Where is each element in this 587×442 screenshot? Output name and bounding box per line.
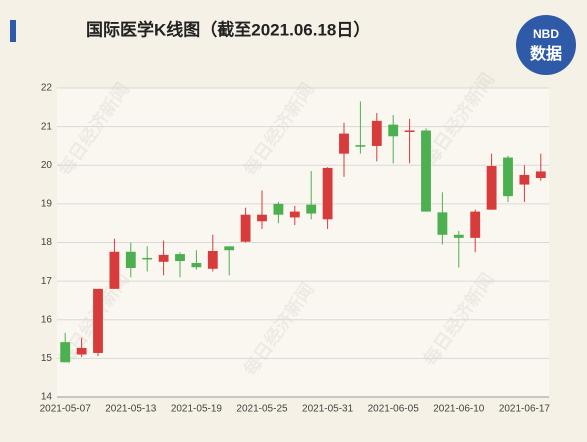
x-tick-label: 2021-06-05: [368, 404, 420, 415]
logo-text: 数据: [530, 44, 562, 63]
candle-body: [257, 214, 267, 222]
y-tick-label: 19: [41, 199, 53, 210]
candle-body: [109, 251, 120, 289]
candle-body: [93, 288, 103, 353]
x-tick-label: 2021-06-17: [499, 404, 551, 415]
candle-body: [191, 262, 202, 268]
y-tick-label: 17: [41, 276, 53, 287]
candle-body: [142, 257, 153, 260]
candle-body: [273, 203, 284, 215]
candle-body: [486, 166, 497, 210]
logo-text: NBD: [533, 27, 559, 41]
y-tick-label: 14: [41, 392, 53, 403]
candle-body: [535, 171, 546, 178]
candle-body: [355, 145, 366, 147]
y-tick-label: 16: [41, 314, 53, 325]
y-tick-label: 21: [41, 121, 53, 132]
candle-body: [240, 214, 251, 242]
x-tick-label: 2021-05-07: [40, 404, 92, 415]
candle-body: [306, 204, 317, 214]
candle-body: [125, 251, 136, 268]
x-tick-label: 2021-06-10: [433, 404, 485, 415]
candle-body: [224, 246, 235, 251]
candle-body: [289, 211, 300, 218]
y-tick-label: 15: [41, 353, 53, 364]
candle-body: [519, 174, 530, 185]
logo-badge: [516, 15, 576, 75]
candle-body: [503, 157, 513, 197]
candle-body: [453, 234, 464, 238]
x-tick-label: 2021-05-19: [171, 404, 223, 415]
title-marker: [10, 20, 16, 42]
candle-body: [158, 254, 169, 262]
candle-body: [322, 167, 333, 220]
x-tick-label: 2021-05-31: [302, 404, 354, 415]
x-tick-label: 2021-05-25: [236, 404, 288, 415]
candle-body: [175, 254, 185, 262]
candle-body: [339, 133, 349, 154]
y-tick-label: 20: [41, 160, 53, 171]
y-tick-label: 22: [41, 83, 53, 94]
candle-body: [421, 130, 431, 212]
x-tick-label: 2021-05-13: [105, 404, 157, 415]
candle-body: [470, 211, 481, 238]
candle-body: [388, 124, 399, 137]
candle-body: [207, 250, 218, 269]
y-tick-label: 18: [41, 237, 53, 248]
candle-body: [371, 120, 382, 146]
chart-title: 国际医学K线图（截至2021.06.18日）: [86, 19, 370, 39]
candle-body: [76, 347, 87, 355]
candle-body: [60, 342, 71, 363]
candle-body: [404, 130, 415, 132]
candle-body: [437, 212, 448, 235]
